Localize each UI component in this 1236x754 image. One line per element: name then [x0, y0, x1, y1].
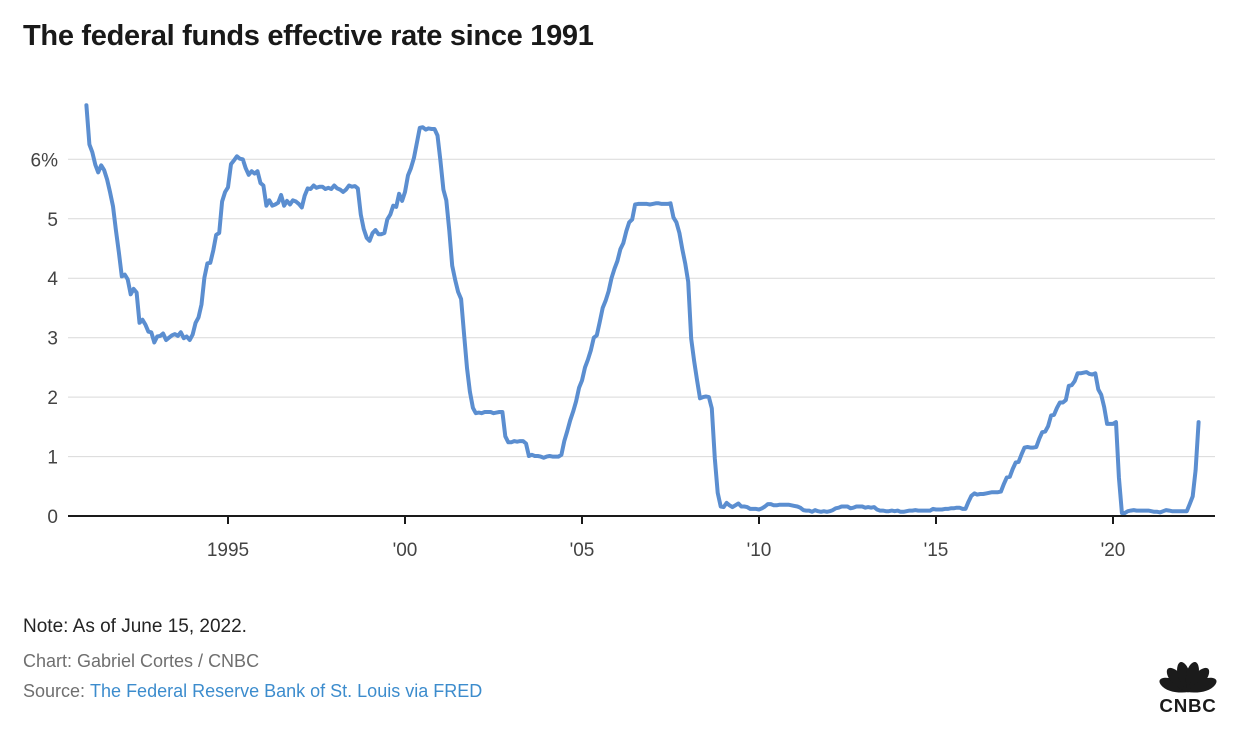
y-axis-label: 0	[47, 507, 58, 528]
x-axis-label: '15	[924, 540, 949, 561]
y-axis-label: 1	[47, 448, 58, 469]
y-axis-label: 3	[47, 329, 58, 350]
source-label: Source:	[23, 681, 86, 701]
cnbc-logo: CNBC	[1158, 662, 1217, 715]
source-link[interactable]: The Federal Reserve Bank of St. Louis vi…	[90, 681, 483, 701]
x-axis-label: '05	[570, 540, 595, 561]
y-axis-label: 5	[47, 210, 58, 231]
x-axis-label: 1995	[207, 540, 249, 561]
fed-funds-rate-chart: 1995 '00 '05 '10 '15 '20 6% 5 4 3 2 1 0	[31, 103, 1215, 561]
y-axis-label: 2	[47, 388, 58, 409]
peacock-icon: CNBC	[1158, 662, 1217, 715]
chart-title: The federal funds effective rate since 1…	[23, 20, 594, 52]
chart-source-line: Source: The Federal Reserve Bank of St. L…	[23, 681, 482, 702]
rate-line	[84, 103, 1201, 515]
cnbc-logo-text: CNBC	[1159, 695, 1216, 715]
y-axis-label: 4	[47, 269, 58, 290]
chart-credit: Chart: Gabriel Cortes / CNBC	[23, 651, 260, 671]
x-axis-label: '20	[1101, 540, 1126, 561]
x-axis-label: '00	[393, 540, 418, 561]
x-axis-label: '10	[747, 540, 772, 561]
y-axis-label: 6%	[31, 150, 59, 171]
chart-note: Note: As of June 15, 2022.	[23, 616, 247, 637]
